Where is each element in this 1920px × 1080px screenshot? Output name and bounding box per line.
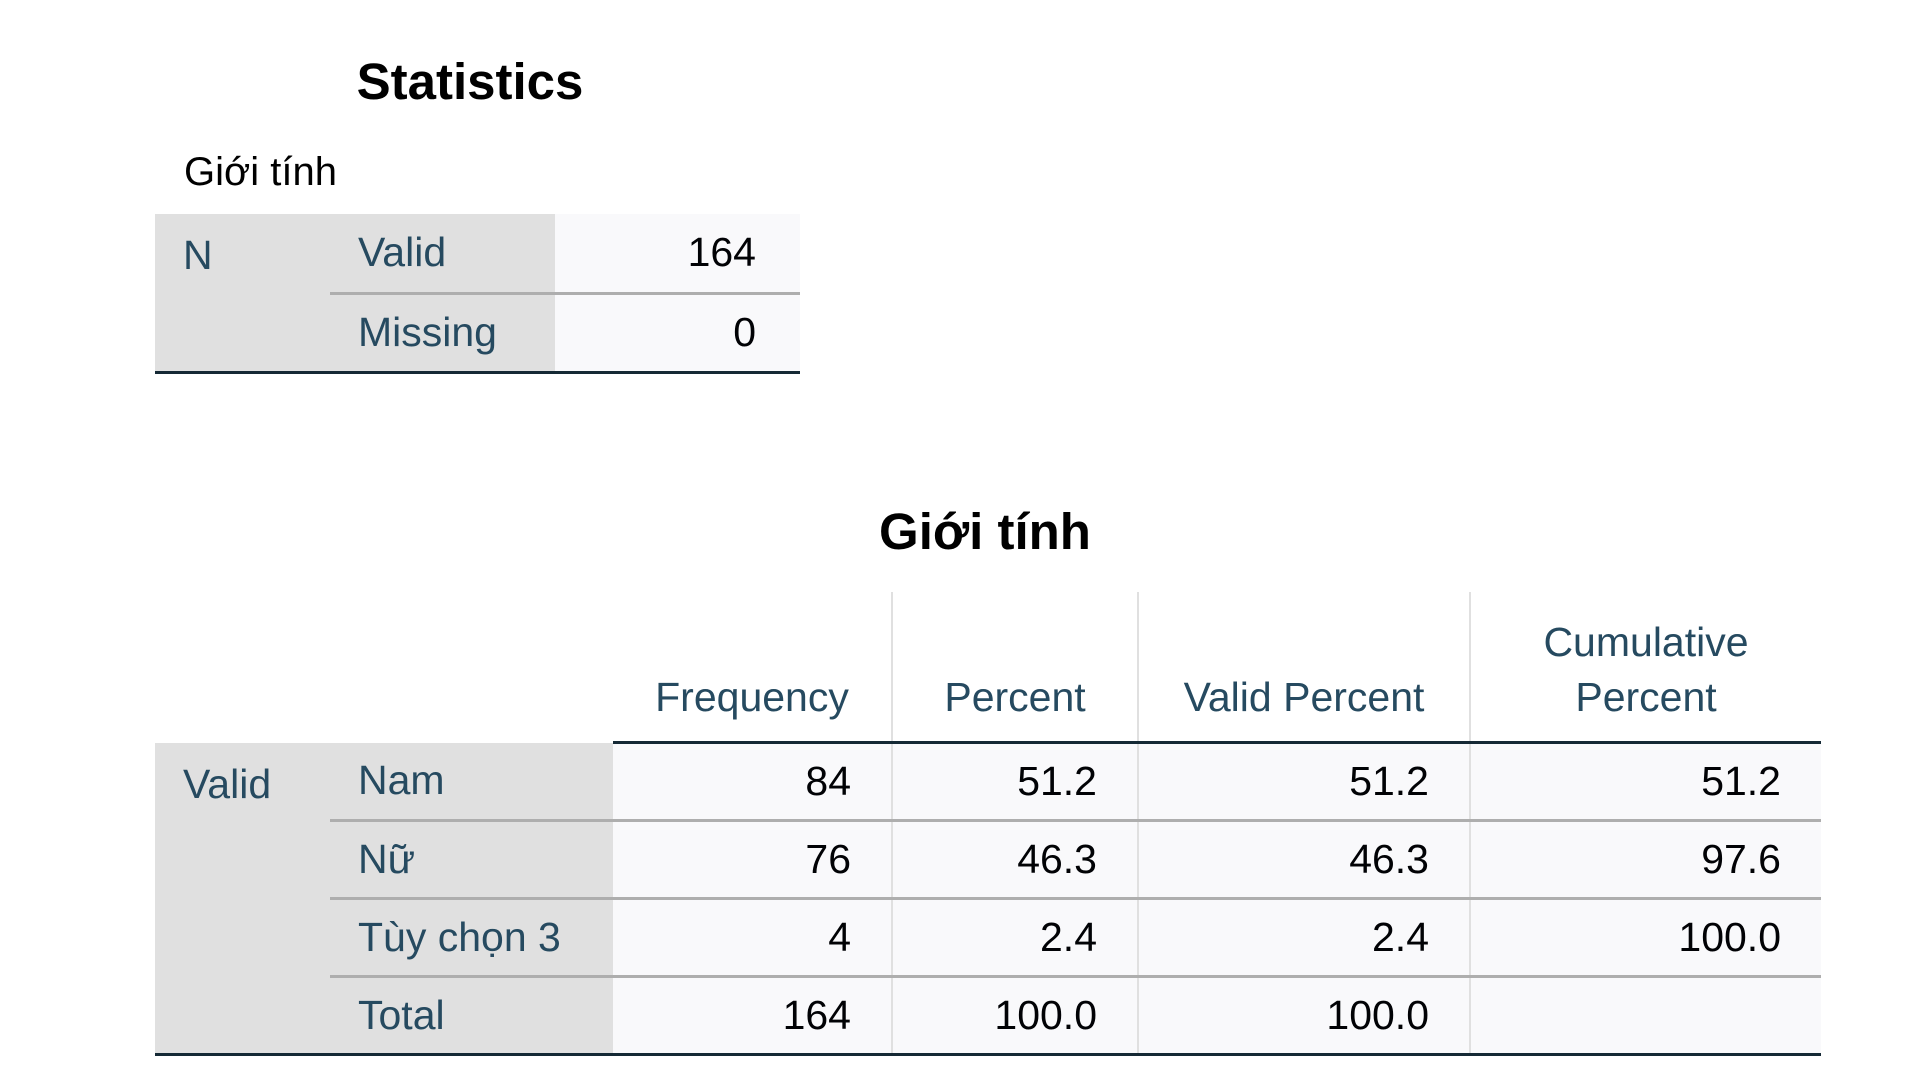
cell-frequency: 4 [613,898,892,978]
row-label: Tùy chọn 3 [330,898,613,978]
row-label: Nữ [330,820,613,900]
header-blank-cell [155,592,330,743]
cell-cumulative-percent: 100.0 [1469,898,1821,978]
header-valid-percent-label: Valid Percent [1183,674,1425,720]
cell-valid-percent: 46.3 [1137,820,1470,900]
statistics-row: N Valid 164 [155,214,800,374]
cell-cumulative-percent: 51.2 [1469,742,1821,822]
row-label: Nam [330,742,613,822]
header-cumulative-percent-line2: Percent [1575,674,1717,720]
statistics-title: Statistics [356,53,584,110]
cell-frequency: 76 [613,820,892,900]
cell-valid-percent: 51.2 [1137,742,1470,822]
frequency-group-label: Valid [155,742,330,1056]
header-frequency: Frequency [613,592,892,744]
statistics-row: Missing 0 [155,293,800,374]
header-frequency-label: Frequency [655,674,849,720]
statistics-table: N Valid 164 Missing 0 [155,214,800,374]
statistics-row-label: Valid [330,214,555,295]
cell-frequency: 164 [613,976,892,1056]
table-row: Valid Nam 84 51.2 51.2 51.2 [155,742,1821,1056]
cell-frequency: 84 [613,742,892,822]
statistics-variable-caption: Giới tính [184,150,337,194]
header-valid-percent: Valid Percent [1137,592,1470,744]
cell-valid-percent: 2.4 [1137,898,1470,978]
statistics-group-label: N [155,214,330,374]
cell-percent: 46.3 [891,820,1138,900]
cell-valid-percent: 100.0 [1137,976,1470,1056]
header-cumulative-percent: Cumulative Percent [1469,592,1821,744]
header-percent-label: Percent [944,674,1086,720]
statistics-row-value: 164 [555,214,800,295]
cell-percent: 51.2 [891,742,1138,822]
frequency-header-row: Frequency Percent Valid Percent Cumulati… [155,592,1821,744]
row-label: Total [330,976,613,1056]
cell-percent: 2.4 [891,898,1138,978]
cell-cumulative-percent: 97.6 [1469,820,1821,900]
statistics-row-value: 0 [555,293,800,374]
cell-cumulative-percent [1469,976,1821,1056]
cell-percent: 100.0 [891,976,1138,1056]
table-row: Tùy chọn 3 4 2.4 2.4 100.0 [155,898,1821,978]
frequency-table: Frequency Percent Valid Percent Cumulati… [155,592,1821,1056]
statistics-row-label: Missing [330,293,555,374]
header-percent: Percent [891,592,1138,744]
header-blank-cell [330,592,613,743]
table-row-total: Total 164 100.0 100.0 [155,976,1821,1056]
table-row: Nữ 76 46.3 46.3 97.6 [155,820,1821,900]
header-cumulative-percent-line1: Cumulative [1543,619,1749,665]
frequency-title: Giới tính [879,503,1091,560]
